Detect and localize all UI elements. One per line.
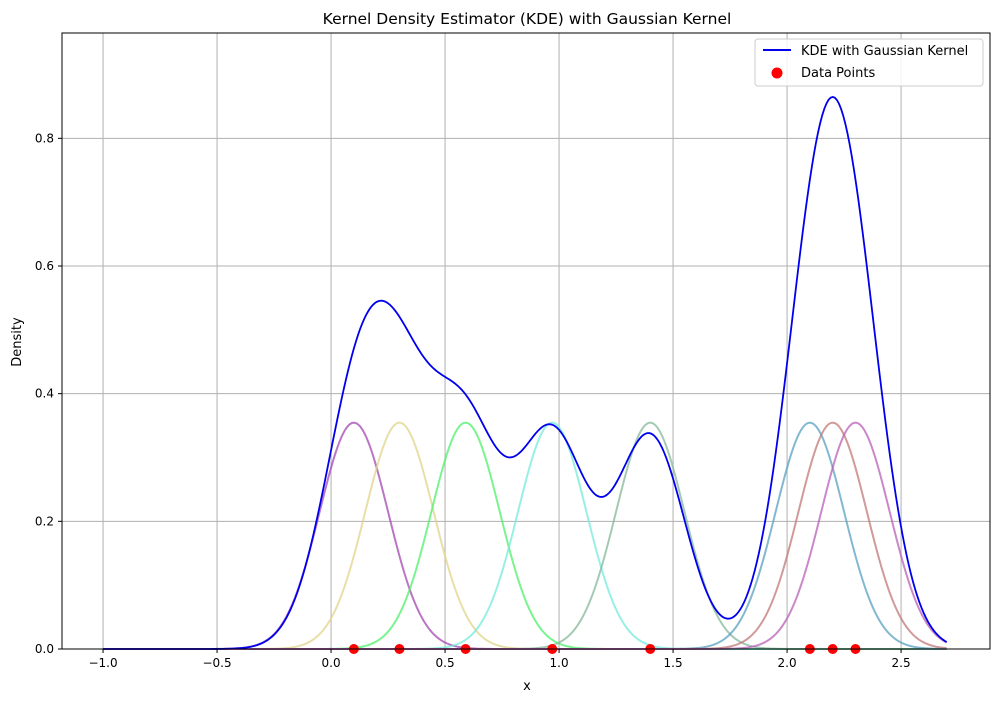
y-tick-label: 0.8 (35, 131, 54, 145)
x-axis-ticks: −1.0 −0.5 0.0 0.5 1.0 1.5 2.0 2.5 (88, 649, 911, 670)
kde-line-layer (103, 95, 948, 650)
kernel-curve (103, 421, 947, 650)
legend-kde-label: KDE with Gaussian Kernel (801, 44, 968, 59)
kernel-curve (103, 421, 948, 650)
y-axis-label: Density (10, 317, 25, 367)
y-tick-label: 0.0 (35, 642, 54, 656)
x-tick-label: 1.5 (664, 656, 683, 670)
y-tick-label: 0.4 (35, 387, 54, 401)
kernel-curve (103, 421, 947, 650)
x-axis-label: x (523, 679, 531, 694)
y-axis-ticks: 0.0 0.2 0.4 0.6 0.8 (35, 131, 62, 656)
kernel-curve (103, 421, 947, 650)
legend: KDE with Gaussian Kernel Data Points (754, 38, 984, 87)
kernel-curve (103, 421, 947, 650)
y-tick-label: 0.6 (35, 259, 54, 273)
x-tick-label: 2.0 (778, 656, 797, 670)
x-tick-label: 0.0 (322, 656, 341, 670)
legend-points-label: Data Points (801, 66, 875, 81)
x-tick-label: −0.5 (202, 656, 231, 670)
x-tick-label: 2.5 (892, 656, 911, 670)
kernel-curves (103, 421, 948, 650)
kernel-curve (103, 421, 947, 650)
plot-frame (61, 32, 991, 650)
grid (62, 33, 990, 650)
kernel-curve (103, 421, 947, 650)
legend-points-swatch (771, 67, 783, 79)
x-tick-label: 0.5 (436, 656, 455, 670)
x-tick-label: 1.0 (550, 656, 569, 670)
kernel-curve (103, 421, 947, 650)
chart-title: Kernel Density Estimator (KDE) with Gaus… (323, 10, 732, 28)
legend-box (754, 38, 984, 87)
kde-line (103, 95, 948, 650)
x-tick-label: −1.0 (88, 656, 117, 670)
y-tick-label: 0.2 (35, 514, 54, 528)
